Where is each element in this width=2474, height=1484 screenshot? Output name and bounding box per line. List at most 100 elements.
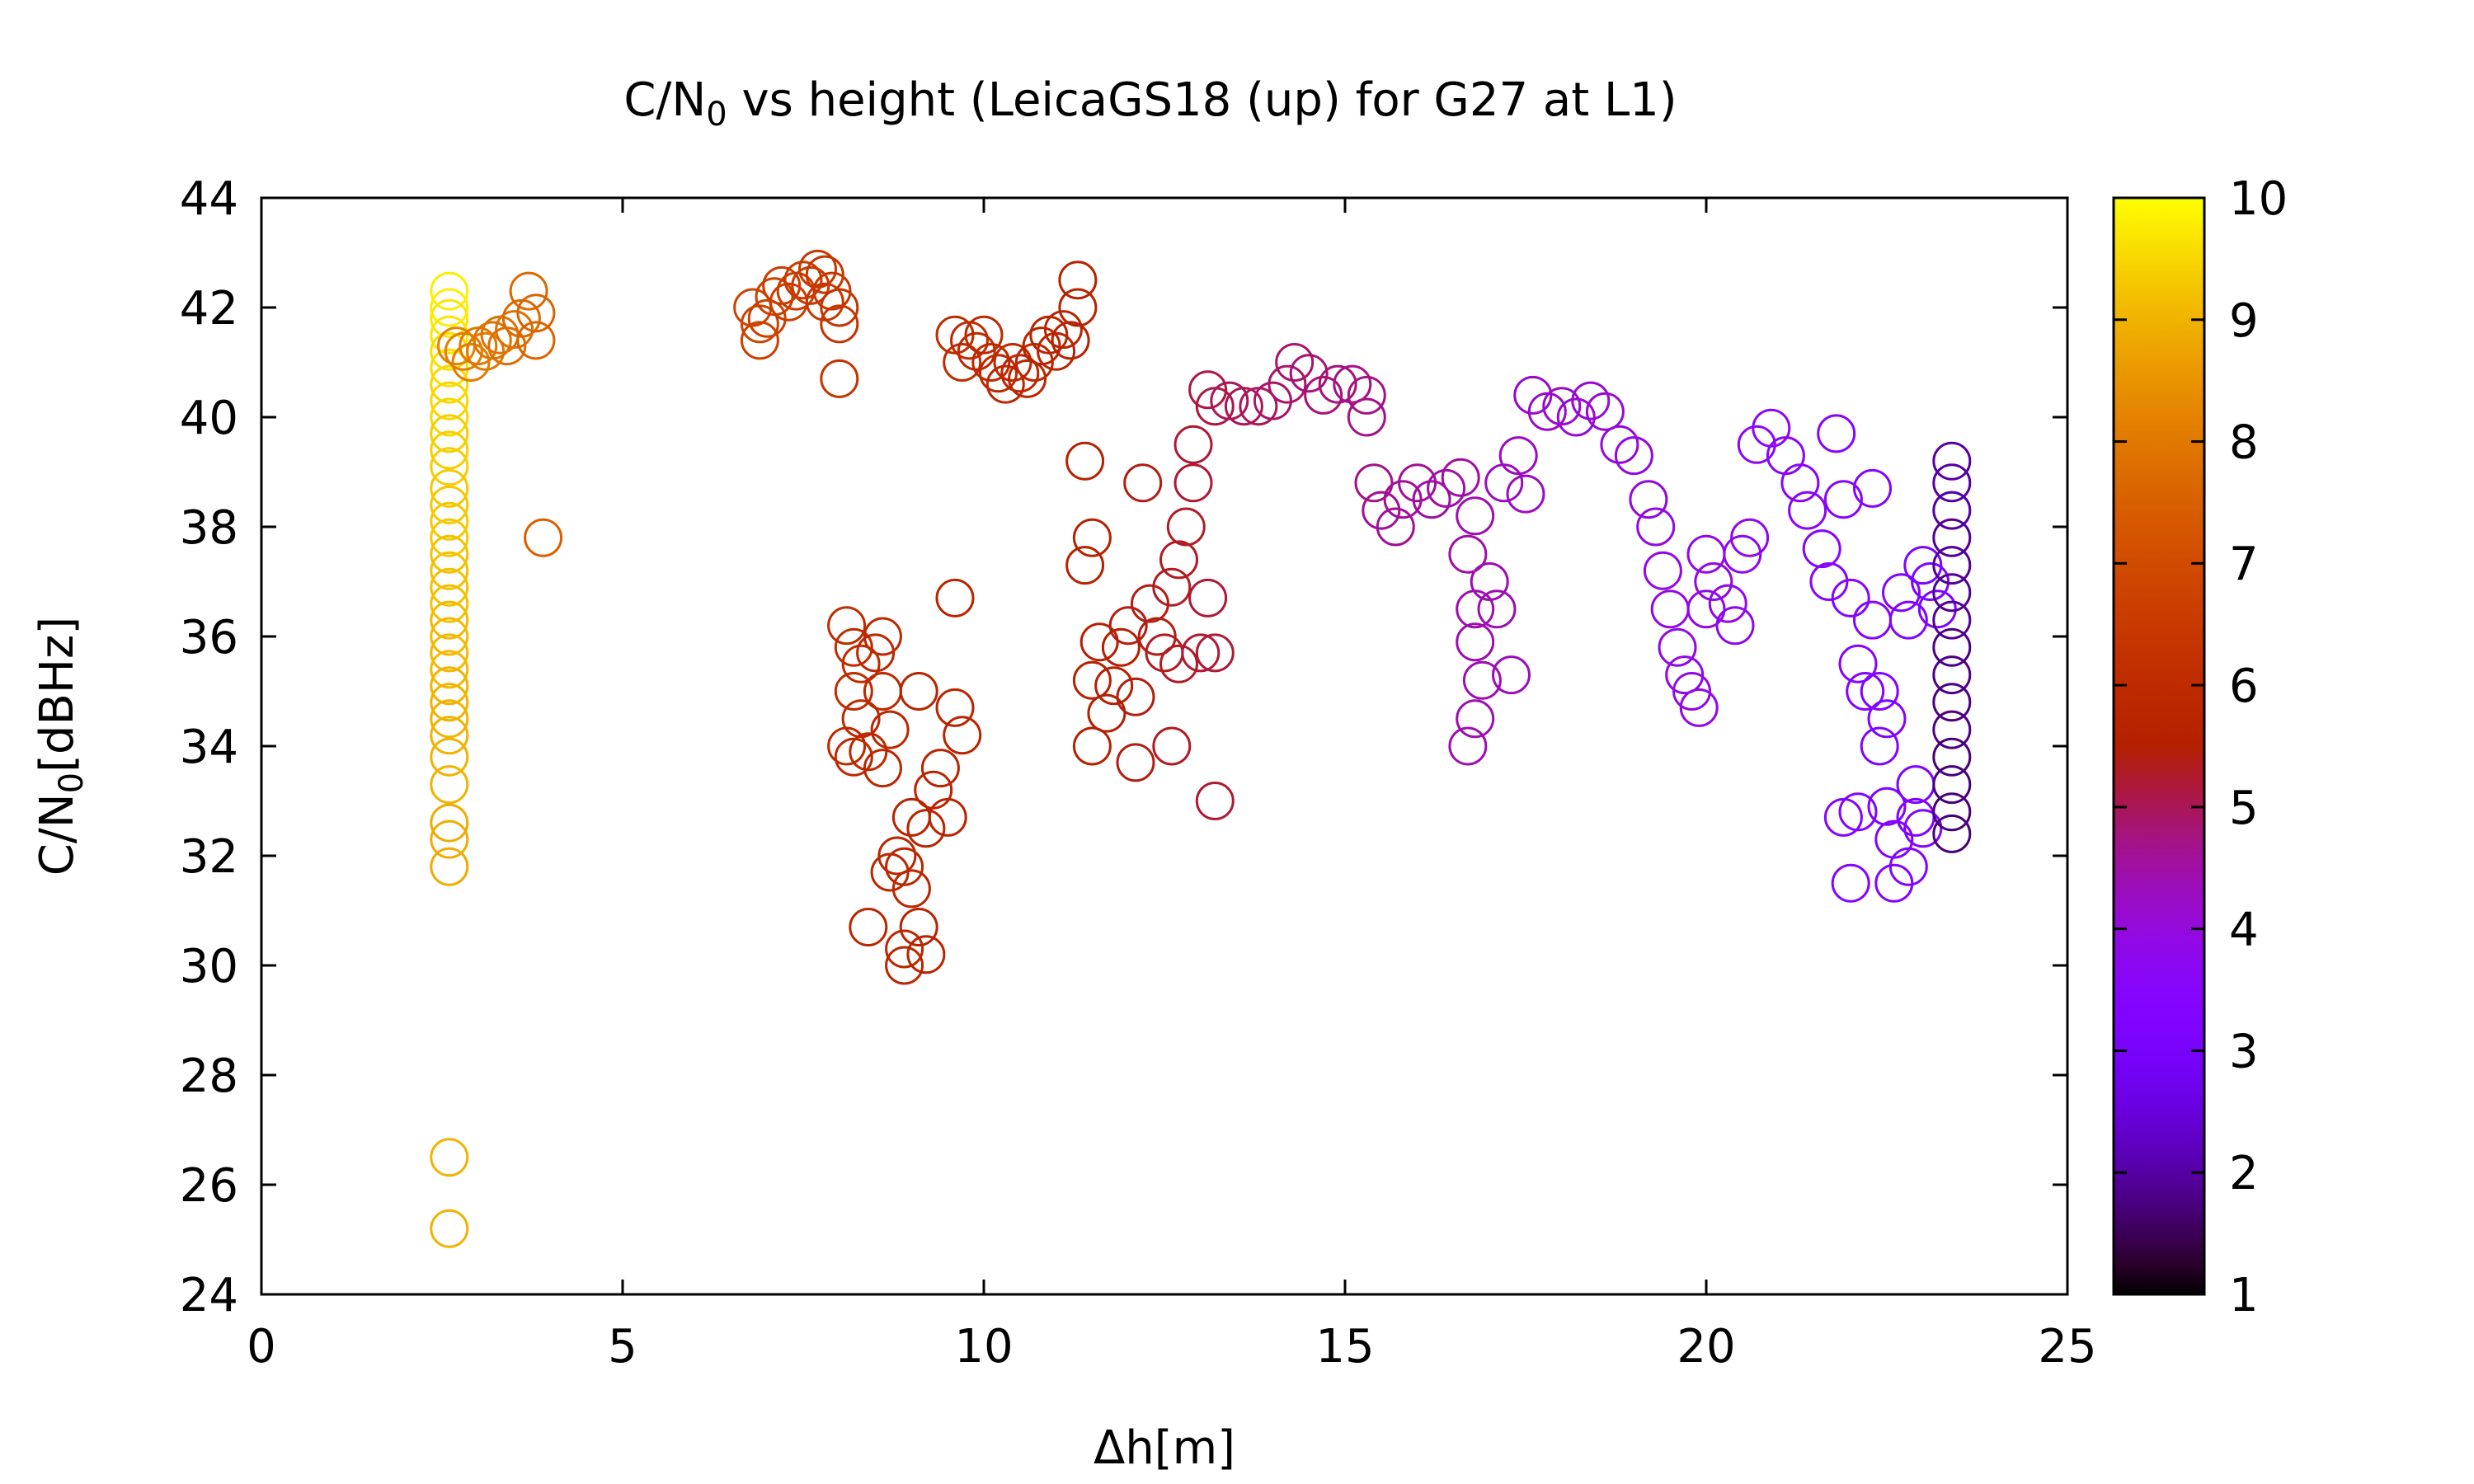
data-point-181 xyxy=(1556,397,1596,437)
data-point-10 xyxy=(430,430,469,470)
data-point-62 xyxy=(812,271,852,311)
data-point-175 xyxy=(1484,463,1524,503)
data-point-234 xyxy=(1932,463,1972,503)
data-point-16 xyxy=(430,534,469,574)
data-point-115 xyxy=(1058,261,1098,300)
data-point-176 xyxy=(1498,436,1538,476)
data-point-134 xyxy=(1159,644,1198,683)
data-point-78 xyxy=(863,749,902,788)
data-point-202 xyxy=(1752,408,1791,448)
data-point-26 xyxy=(430,699,469,739)
data-point-34 xyxy=(430,1209,469,1248)
data-point-193 xyxy=(1679,688,1719,727)
x-tick-label: 5 xyxy=(608,1320,637,1374)
data-point-221 xyxy=(1867,787,1907,826)
data-point-210 xyxy=(1831,578,1870,618)
data-point-93 xyxy=(928,797,967,837)
data-point-39 xyxy=(466,331,506,371)
data-point-77 xyxy=(870,710,910,749)
data-point-204 xyxy=(1780,463,1820,503)
x-tick-label: 10 xyxy=(954,1320,1013,1374)
data-point-177 xyxy=(1506,474,1545,514)
data-point-46 xyxy=(516,294,556,333)
data-point-228 xyxy=(1896,797,1935,837)
data-point-194 xyxy=(1686,589,1726,629)
data-point-225 xyxy=(1874,863,1914,903)
data-point-51 xyxy=(740,321,779,360)
data-point-136 xyxy=(1174,463,1213,503)
x-axis-label: Δh[m] xyxy=(1094,1421,1235,1475)
data-point-7 xyxy=(430,381,469,420)
data-point-58 xyxy=(791,265,830,305)
data-point-156 xyxy=(1347,397,1386,437)
data-point-232 xyxy=(1903,809,1943,848)
data-point-242 xyxy=(1932,683,1972,722)
data-point-162 xyxy=(1412,480,1451,519)
data-point-148 xyxy=(1253,381,1292,420)
data-point-1 xyxy=(430,288,469,327)
data-point-172 xyxy=(1470,562,1509,601)
data-point-106 xyxy=(1000,354,1040,393)
data-point-230 xyxy=(1911,562,1950,601)
data-point-73 xyxy=(849,732,888,772)
data-point-243 xyxy=(1932,710,1972,749)
data-point-96 xyxy=(935,578,975,618)
data-point-21 xyxy=(430,617,469,656)
data-point-154 xyxy=(1333,364,1372,404)
data-point-25 xyxy=(430,683,469,722)
data-point-246 xyxy=(1932,792,1972,832)
data-point-199 xyxy=(1723,534,1762,574)
data-point-229 xyxy=(1903,546,1943,585)
plot-frame xyxy=(260,196,2069,1296)
data-point-137 xyxy=(1174,425,1213,464)
data-point-107 xyxy=(1008,359,1047,398)
data-point-152 xyxy=(1304,375,1343,415)
data-point-146 xyxy=(1224,387,1263,426)
data-point-140 xyxy=(1195,633,1235,673)
data-point-121 xyxy=(1087,693,1126,733)
data-point-201 xyxy=(1737,425,1776,464)
data-point-29 xyxy=(430,765,469,805)
data-point-37 xyxy=(451,343,491,382)
data-point-166 xyxy=(1456,496,1495,536)
data-point-159 xyxy=(1376,507,1415,547)
x-tick-label: 20 xyxy=(1677,1320,1735,1374)
data-point-237 xyxy=(1932,546,1972,585)
data-point-98 xyxy=(943,343,982,382)
data-point-76 xyxy=(863,672,902,711)
data-point-18 xyxy=(430,567,469,607)
y-tick-label: 30 xyxy=(180,940,238,993)
data-point-92 xyxy=(920,749,960,788)
data-point-123 xyxy=(1094,666,1134,706)
data-point-132 xyxy=(1152,567,1192,607)
data-point-22 xyxy=(430,633,469,673)
data-point-207 xyxy=(1809,562,1849,601)
data-point-239 xyxy=(1932,600,1972,640)
data-point-19 xyxy=(430,584,469,623)
y-tick-label: 38 xyxy=(180,501,238,555)
data-point-83 xyxy=(885,929,924,969)
y-tick-label: 44 xyxy=(180,172,238,226)
data-point-247 xyxy=(1932,814,1972,853)
data-point-126 xyxy=(1116,677,1155,716)
data-point-105 xyxy=(993,343,1032,382)
data-point-227 xyxy=(1896,765,1935,805)
data-point-48 xyxy=(524,518,563,557)
data-point-205 xyxy=(1788,491,1827,530)
data-point-197 xyxy=(1708,584,1747,623)
data-point-209 xyxy=(1823,480,1863,519)
data-point-233 xyxy=(1932,441,1972,481)
y-tick-label: 36 xyxy=(180,611,238,665)
data-point-63 xyxy=(820,288,859,327)
data-point-163 xyxy=(1427,468,1466,508)
data-point-8 xyxy=(430,397,469,437)
colorbar-tick-label: 10 xyxy=(2229,172,2288,226)
data-point-196 xyxy=(1694,562,1733,601)
colorbar-tick-label: 5 xyxy=(2229,782,2259,835)
y-tick-label: 32 xyxy=(180,830,238,884)
colorbar-tick-label: 2 xyxy=(2229,1147,2259,1200)
data-point-15 xyxy=(430,518,469,557)
data-point-113 xyxy=(1051,321,1090,360)
data-point-112 xyxy=(1043,310,1083,350)
data-point-203 xyxy=(1766,436,1805,476)
